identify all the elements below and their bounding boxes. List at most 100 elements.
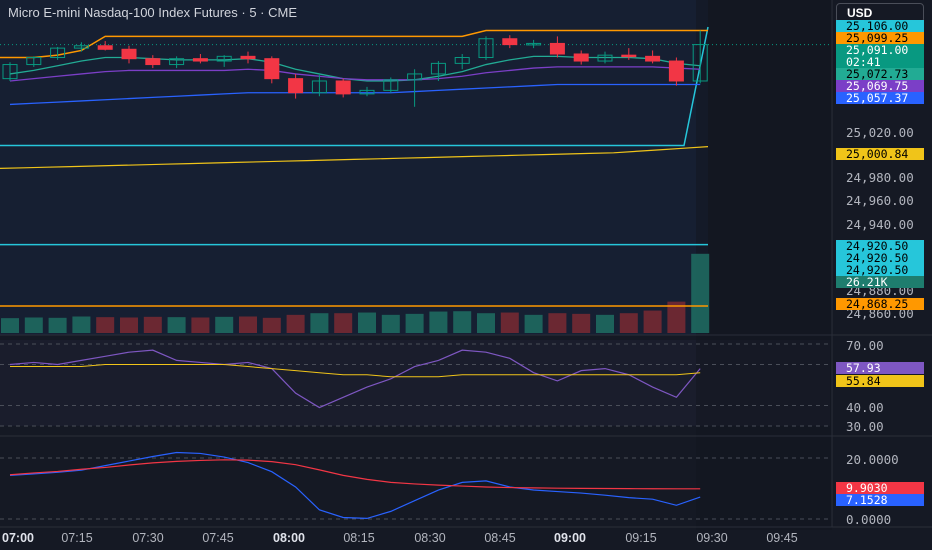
time-axis-label: 07:30 (132, 531, 164, 545)
time-axis-label: 09:30 (696, 531, 728, 545)
candle-body (430, 62, 446, 75)
volume-bar (1, 318, 19, 333)
candle-body (240, 55, 256, 60)
candle-body (454, 57, 470, 64)
candle-body (335, 80, 351, 95)
rsi-signal-line (10, 364, 701, 378)
volume-bar (167, 317, 186, 333)
rsi-badge: 57.93 (836, 362, 924, 374)
time-axis-label: 09:45 (766, 531, 798, 545)
candle-body (478, 38, 494, 59)
candle-body (359, 89, 375, 95)
volume-bar (310, 313, 329, 333)
mid-ma-line (9, 66, 701, 82)
time-axis-label: 09:00 (554, 531, 586, 545)
macd-signal-line (9, 459, 701, 490)
volume-bar (548, 313, 567, 333)
price-badge: 25,091.00 (836, 44, 924, 56)
volume-bar (96, 317, 115, 333)
candle-body (288, 78, 304, 94)
volume-bar (453, 311, 472, 333)
volume-bar (477, 313, 495, 333)
price-tick-label: 24,940.00 (846, 217, 914, 232)
macd-tick-label: 0.0000 (846, 512, 892, 527)
volume-bar (286, 314, 305, 333)
price-badge: 26.21K (836, 276, 924, 288)
price-badge: 24,920.50 (836, 252, 924, 264)
macd-line (9, 451, 701, 519)
candle-body (73, 45, 89, 49)
price-badge: 25,099.25 (836, 32, 924, 44)
candle-body (573, 53, 589, 62)
time-axis-label: 08:45 (484, 531, 516, 545)
long-ma-line (0, 146, 709, 170)
rsi-badge: 55.84 (836, 375, 924, 387)
rsi-tick-label: 40.00 (846, 400, 884, 415)
candle-body (264, 58, 280, 80)
volume-bar (643, 310, 662, 333)
volume-bar (120, 317, 138, 333)
volume-bar (691, 253, 710, 333)
candle-body (526, 42, 542, 46)
volume-bar (334, 313, 353, 333)
rsi-line (9, 349, 701, 409)
time-axis-label: 07:45 (202, 531, 234, 545)
price-badge: 24,920.50 (836, 264, 924, 276)
volume-bar (596, 314, 614, 333)
slow-ma-line (9, 83, 701, 106)
volume-bar (500, 312, 519, 333)
candle-body (502, 38, 518, 46)
candle-body (645, 55, 661, 62)
candle-body (121, 48, 137, 60)
time-axis-label: 07:15 (61, 531, 93, 545)
volume-bar (572, 313, 591, 333)
candle-body (621, 54, 637, 58)
volume-bar (667, 301, 686, 333)
candle-body (668, 60, 684, 82)
time-axis-label: 09:15 (625, 531, 657, 545)
volume-bar (381, 314, 400, 333)
candle-body (549, 42, 565, 55)
candle-body (311, 80, 327, 94)
volume-bar (405, 313, 424, 333)
rsi-tick-label: 30.00 (846, 419, 884, 434)
price-badge: 25,000.84 (836, 148, 924, 160)
upper-channel-line (0, 29, 708, 59)
candle-body (97, 45, 113, 50)
rsi-tick-label: 70.00 (846, 338, 884, 353)
volume-bar (429, 311, 448, 333)
volume-bar (358, 312, 376, 333)
price-tick-label: 24,980.00 (846, 170, 914, 185)
price-badge: 24,868.25 (836, 298, 924, 310)
chart-title: Micro E-mini Nasdaq-100 Index Futures · … (8, 5, 297, 20)
candle-body (169, 58, 185, 66)
volume-bar (72, 316, 91, 333)
volume-bar (48, 317, 67, 333)
candle-body (597, 54, 613, 62)
macd-badge: 9.9030 (836, 482, 924, 494)
price-badge: 25,057.37 (836, 92, 924, 104)
volume-bar (239, 316, 257, 333)
volume-bar (24, 317, 43, 333)
price-badge: 02:41 (836, 56, 924, 68)
candle-body (383, 79, 399, 91)
price-badge: 25,106.00 (836, 20, 924, 32)
volume-bar (619, 313, 638, 333)
candle-body (192, 58, 208, 62)
price-badge: 24,920.50 (836, 240, 924, 252)
candle-body (2, 64, 18, 80)
candle-body (407, 73, 423, 81)
time-axis-label: 08:00 (273, 531, 305, 545)
volume-bar (262, 317, 281, 333)
candle-body (26, 57, 42, 66)
macd-tick-label: 20.0000 (846, 452, 899, 467)
price-tick-label: 24,960.00 (846, 193, 914, 208)
volume-bar (191, 317, 210, 333)
time-axis-label: 08:30 (414, 531, 446, 545)
candle-body (50, 47, 66, 59)
price-badge: 25,072.73 (836, 68, 924, 80)
price-tick-label: 25,020.00 (846, 125, 914, 140)
volume-bar (143, 316, 162, 333)
candle-body (216, 55, 232, 62)
